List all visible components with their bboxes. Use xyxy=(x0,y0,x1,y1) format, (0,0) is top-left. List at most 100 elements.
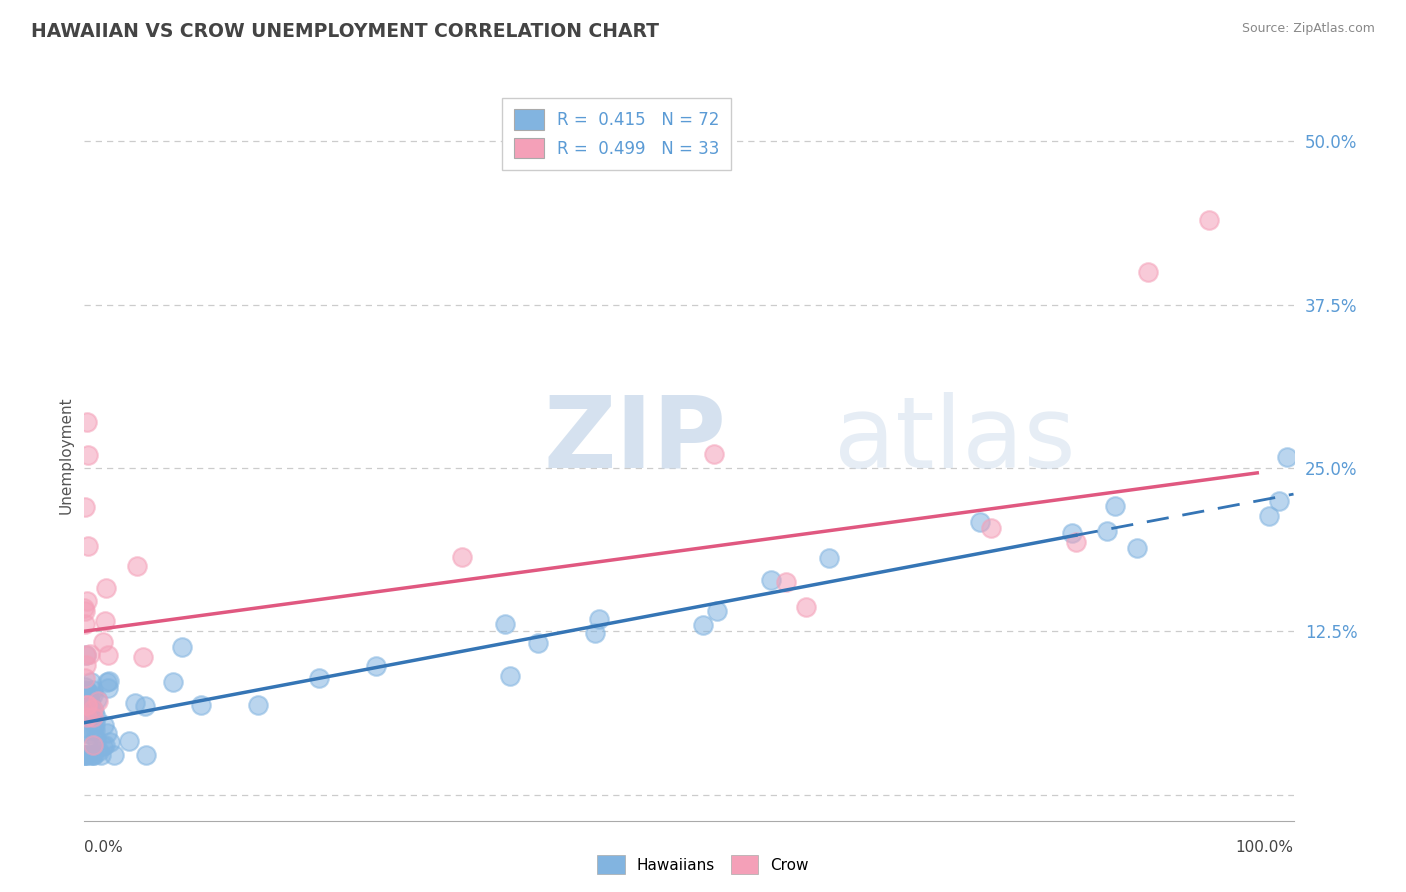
Point xyxy=(73,706,96,721)
Point xyxy=(703,447,725,461)
Point xyxy=(1258,508,1281,523)
Point xyxy=(118,733,141,747)
Point xyxy=(76,710,98,724)
Point xyxy=(93,717,115,731)
Point xyxy=(75,680,97,694)
Point xyxy=(499,669,522,683)
Point xyxy=(1062,525,1084,540)
Point xyxy=(83,704,105,718)
Point xyxy=(82,724,104,739)
Point xyxy=(162,675,184,690)
Point xyxy=(76,594,98,608)
Point xyxy=(97,648,120,662)
Point xyxy=(80,708,103,723)
Point xyxy=(79,647,101,661)
Point xyxy=(73,698,96,712)
Point xyxy=(80,748,103,763)
Point xyxy=(75,748,97,763)
Point xyxy=(77,693,100,707)
Point xyxy=(125,558,148,573)
Point xyxy=(84,710,107,724)
Point xyxy=(77,539,100,553)
Point xyxy=(190,698,212,712)
Point xyxy=(103,748,125,763)
Point xyxy=(98,735,121,749)
Point xyxy=(1104,499,1126,513)
Y-axis label: Unemployment: Unemployment xyxy=(58,396,73,514)
Point xyxy=(82,702,104,716)
Point xyxy=(83,748,105,763)
Point xyxy=(76,698,98,712)
Point xyxy=(73,600,96,615)
Point xyxy=(73,724,96,739)
Point xyxy=(73,697,96,711)
Point xyxy=(172,640,194,655)
Point xyxy=(73,748,96,763)
Point xyxy=(76,748,98,763)
Point xyxy=(1277,450,1299,464)
Point xyxy=(83,716,105,731)
Point xyxy=(134,699,156,714)
Point xyxy=(527,636,550,650)
Point xyxy=(1095,524,1118,538)
Point xyxy=(73,748,96,763)
Point xyxy=(82,688,104,702)
Point xyxy=(76,738,98,752)
Text: HAWAIIAN VS CROW UNEMPLOYMENT CORRELATION CHART: HAWAIIAN VS CROW UNEMPLOYMENT CORRELATIO… xyxy=(31,22,659,41)
Point xyxy=(80,698,103,713)
Point xyxy=(97,673,120,688)
Point xyxy=(89,743,111,757)
Point xyxy=(706,603,728,617)
Point xyxy=(87,694,110,708)
Point xyxy=(1126,541,1149,555)
Text: atlas: atlas xyxy=(834,392,1076,489)
Point xyxy=(96,675,118,690)
Point xyxy=(818,551,841,566)
Point xyxy=(94,581,117,595)
Point xyxy=(583,626,606,640)
Point xyxy=(775,575,797,590)
Point xyxy=(76,448,98,462)
Point xyxy=(82,710,104,724)
Point xyxy=(364,659,387,673)
Point xyxy=(75,604,97,618)
Legend: Hawaiians, Crow: Hawaiians, Crow xyxy=(591,849,815,880)
Point xyxy=(692,618,714,632)
Point xyxy=(73,700,96,714)
Point xyxy=(76,698,98,713)
Point xyxy=(76,415,98,429)
Point xyxy=(79,688,101,702)
Point xyxy=(73,682,96,697)
Point xyxy=(124,696,146,710)
Point xyxy=(1198,212,1220,227)
Point xyxy=(82,738,104,752)
Point xyxy=(80,674,103,689)
Point xyxy=(75,648,97,662)
Point xyxy=(91,739,114,753)
Point xyxy=(794,599,817,614)
Point xyxy=(969,515,991,529)
Point xyxy=(86,732,108,747)
Point xyxy=(82,748,104,763)
Text: 100.0%: 100.0% xyxy=(1236,840,1294,855)
Text: ZIP: ZIP xyxy=(544,392,727,489)
Point xyxy=(247,698,270,713)
Point xyxy=(75,671,97,685)
Point xyxy=(79,695,101,709)
Point xyxy=(96,726,118,740)
Point xyxy=(73,500,96,515)
Point xyxy=(1064,534,1087,549)
Point xyxy=(75,648,97,662)
Point xyxy=(494,616,516,631)
Point xyxy=(97,681,120,695)
Text: 0.0%: 0.0% xyxy=(84,840,124,855)
Point xyxy=(588,612,610,626)
Point xyxy=(1268,494,1291,508)
Point xyxy=(980,521,1002,535)
Point xyxy=(84,723,107,738)
Point xyxy=(75,617,97,632)
Point xyxy=(135,748,157,763)
Point xyxy=(77,726,100,740)
Point xyxy=(75,658,97,673)
Point xyxy=(308,671,330,685)
